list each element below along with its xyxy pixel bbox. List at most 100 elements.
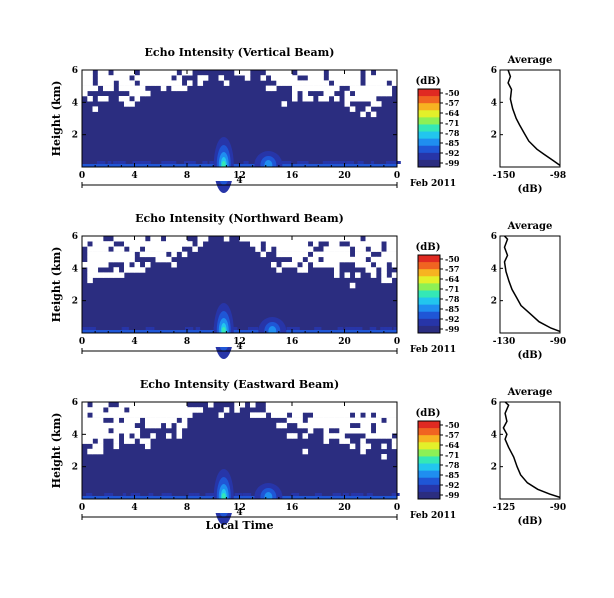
no-data-cell [281,407,288,413]
average-x-label: (dB) [518,184,543,195]
no-data-cell [155,417,162,424]
ground-echo-cell [346,161,355,164]
no-data-cell [87,251,93,258]
no-data-cell [391,251,398,258]
no-data-cell [339,433,345,439]
colorbar-tick-label: -78 [445,460,460,470]
no-data-cell [192,407,198,413]
no-data-cell [344,80,351,86]
no-data-cell [87,80,93,86]
no-data-cell [271,241,277,247]
no-data-cell [381,433,387,439]
no-data-cell [381,407,387,413]
colorbar-tick-label: -71 [445,284,459,294]
no-data-cell [87,96,93,102]
colorbar-tick-label: -64 [445,108,460,118]
average-profile-line [502,401,561,499]
no-data-cell [328,236,335,242]
no-data-cell [313,251,319,258]
no-data-cell [365,402,372,408]
no-data-cell [118,70,125,76]
no-data-cell [370,101,377,107]
no-data-cell [307,407,314,413]
average-x-tick-label: -150 [493,171,516,181]
no-data-cell [370,236,377,242]
no-data-cell [82,407,88,413]
no-data-cell [360,407,366,413]
day-label: 4 [236,342,242,352]
no-data-cell [82,241,88,247]
no-data-cell [355,75,361,81]
no-data-cell [82,90,88,97]
no-data-cell [318,262,324,268]
no-data-cell [87,267,93,273]
no-data-cell [381,236,387,242]
y-axis-label: Height (km) [50,247,63,323]
no-data-cell [139,90,146,97]
no-data-cell [334,236,340,242]
colorbar-tick-label: -99 [445,324,460,334]
no-data-cell [150,75,156,81]
no-data-cell [302,448,309,455]
x-tick-label: 16 [286,503,299,513]
no-data-cell [318,75,324,81]
ground-echo-cell [194,493,200,496]
no-data-cell [124,75,130,81]
no-data-cell [118,246,125,252]
ground-echo-cell [148,493,154,496]
no-data-cell [370,80,377,86]
no-data-cell [145,443,151,450]
no-data-cell [339,438,345,444]
colorbar-tick-label: -71 [445,118,459,128]
no-data-cell [166,75,172,81]
no-data-cell [360,262,366,268]
no-data-cell [108,422,114,429]
no-data-cell [171,80,177,86]
no-data-cell [302,246,309,252]
no-data-cell [171,246,177,252]
no-data-cell [97,80,104,86]
no-data-cell [187,407,193,413]
no-data-cell [339,70,345,76]
no-data-cell [365,106,372,112]
no-data-cell [313,85,319,92]
no-data-cell [323,417,330,424]
no-data-cell [244,75,251,81]
no-data-cell [292,256,298,263]
no-data-cell [97,428,104,434]
no-data-cell [370,402,377,408]
no-data-cell [97,448,104,455]
no-data-cell [381,85,387,92]
no-data-cell [87,75,93,81]
no-data-cell [160,70,167,76]
no-data-cell [381,428,387,434]
no-data-cell [318,402,324,408]
no-data-cell [376,236,382,242]
no-data-cell [145,407,151,413]
no-data-cell [365,433,372,439]
y-tick-label: 6 [72,398,78,408]
no-data-cell [97,412,104,418]
no-data-cell [297,417,303,424]
ground-echo-cell [290,327,299,330]
ground-echo-cell [369,327,377,330]
ground-echo-cell [249,327,255,330]
no-data-cell [124,80,130,86]
no-data-cell [87,428,93,434]
y-tick-label: 4 [72,264,78,274]
x-tick-label: 20 [338,503,351,513]
colorbar-swatch [418,318,440,327]
no-data-cell [82,417,88,424]
no-data-cell [160,412,167,418]
no-data-cell [292,246,298,252]
panel-3: Echo Intensity (Eastward Beam) 0 4 8 12 16 20 0… [50,378,566,532]
no-data-cell [344,70,351,76]
no-data-cell [334,241,340,247]
no-data-cell [118,422,125,429]
no-data-cell [360,438,366,444]
no-data-cell [323,236,330,242]
y-tick-label: 6 [72,232,78,242]
no-data-cell [113,438,120,444]
no-data-cell [92,256,99,263]
ground-echo-cell [88,327,96,330]
